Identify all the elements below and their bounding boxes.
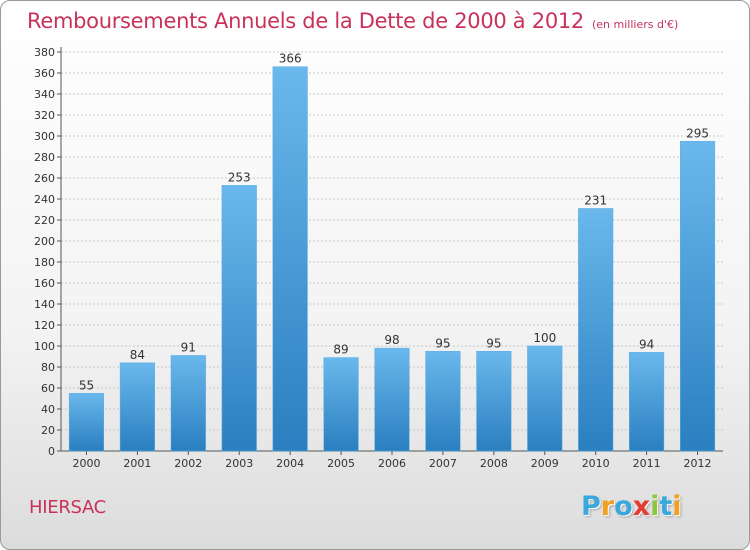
- y-tick-label: 320: [34, 109, 55, 122]
- bar-2000: [68, 393, 105, 452]
- bar-2010: [578, 208, 614, 452]
- bar-2006: [374, 347, 410, 452]
- x-tick-label: 2010: [582, 457, 610, 470]
- x-tick-label: 2001: [123, 457, 151, 470]
- y-tick-label: 300: [34, 130, 55, 143]
- y-tick-label: 60: [41, 382, 55, 395]
- data-label-2008: 95: [486, 336, 501, 350]
- x-tick-label: 2006: [378, 457, 406, 470]
- y-tick-label: 20: [41, 424, 55, 437]
- data-label-2002: 91: [181, 340, 196, 354]
- x-tick-label: 2002: [174, 457, 202, 470]
- data-labels: 55 84 91 253 366 89 98 95 95 100 231 94 295: [79, 52, 709, 393]
- data-label-2012: 295: [686, 126, 709, 140]
- bars: [68, 66, 716, 452]
- logo-letter: o: [614, 491, 633, 522]
- data-label-2001: 84: [130, 348, 145, 362]
- y-tick-label: 180: [34, 256, 55, 269]
- data-label-2005: 89: [333, 343, 348, 357]
- x-tick-label: 2004: [276, 457, 304, 470]
- x-tick-label: 2008: [480, 457, 508, 470]
- logo-letter: i: [650, 491, 660, 522]
- x-tick-label: 2007: [429, 457, 457, 470]
- y-tick-label: 220: [34, 214, 55, 227]
- data-label-2009: 100: [533, 331, 556, 345]
- x-tick-label: 2009: [531, 457, 559, 470]
- data-label-2003: 253: [228, 170, 251, 184]
- x-tick-label: 2011: [633, 457, 661, 470]
- bar-2004: [272, 66, 308, 452]
- data-label-2007: 95: [435, 336, 450, 350]
- logo-letter: P: [581, 491, 601, 522]
- bar-2007: [425, 351, 461, 452]
- y-tick-label: 80: [41, 361, 55, 374]
- y-tick-label: 360: [34, 67, 55, 80]
- proxiti-logo: Proxiti: [581, 491, 682, 522]
- axes: 0 20 40 60 80 100 120 140 160 180 200 220 240 260 280 3…: [34, 46, 723, 470]
- y-tick-label: 240: [34, 193, 55, 206]
- chart-subtitle: (en milliers d'€): [592, 18, 679, 31]
- bar-2005: [323, 357, 359, 452]
- bar-2009: [527, 345, 563, 452]
- x-tick-label: 2005: [327, 457, 355, 470]
- data-label-2006: 98: [384, 333, 399, 347]
- chart-title: Remboursements Annuels de la Dette de 20…: [27, 9, 678, 33]
- y-tick-label: 260: [34, 172, 55, 185]
- logo-letter: r: [600, 491, 615, 522]
- bar-2011: [629, 352, 665, 452]
- y-tick-label: 200: [34, 235, 55, 248]
- town-name: HIERSAC: [29, 497, 106, 518]
- x-tick-label: 2012: [684, 457, 712, 470]
- y-tick-label: 280: [34, 151, 55, 164]
- data-label-2010: 231: [584, 193, 607, 207]
- bar-2002: [170, 355, 206, 452]
- x-tick-label: 2000: [72, 457, 100, 470]
- x-tick-label: 2003: [225, 457, 253, 470]
- y-tick-label: 160: [34, 277, 55, 290]
- bar-2001: [119, 362, 155, 452]
- logo-letter: i: [672, 491, 682, 522]
- y-tick-label: 120: [34, 319, 55, 332]
- y-tick-label: 0: [48, 445, 55, 458]
- data-label-2000: 55: [79, 378, 94, 392]
- y-tick-label: 380: [34, 46, 55, 59]
- y-tick-label: 140: [34, 298, 55, 311]
- bar-2012: [679, 141, 716, 452]
- data-label-2004: 366: [279, 52, 302, 66]
- chart-title-text: Remboursements Annuels de la Dette de 20…: [27, 9, 584, 33]
- logo-letter: x: [632, 491, 651, 522]
- bar-2008: [476, 351, 512, 452]
- y-tick-label: 100: [34, 340, 55, 353]
- bar-2003: [221, 185, 257, 452]
- y-tick-label: 340: [34, 88, 55, 101]
- logo-letter: t: [659, 491, 673, 522]
- data-label-2011: 94: [639, 337, 654, 351]
- y-tick-label: 40: [41, 403, 55, 416]
